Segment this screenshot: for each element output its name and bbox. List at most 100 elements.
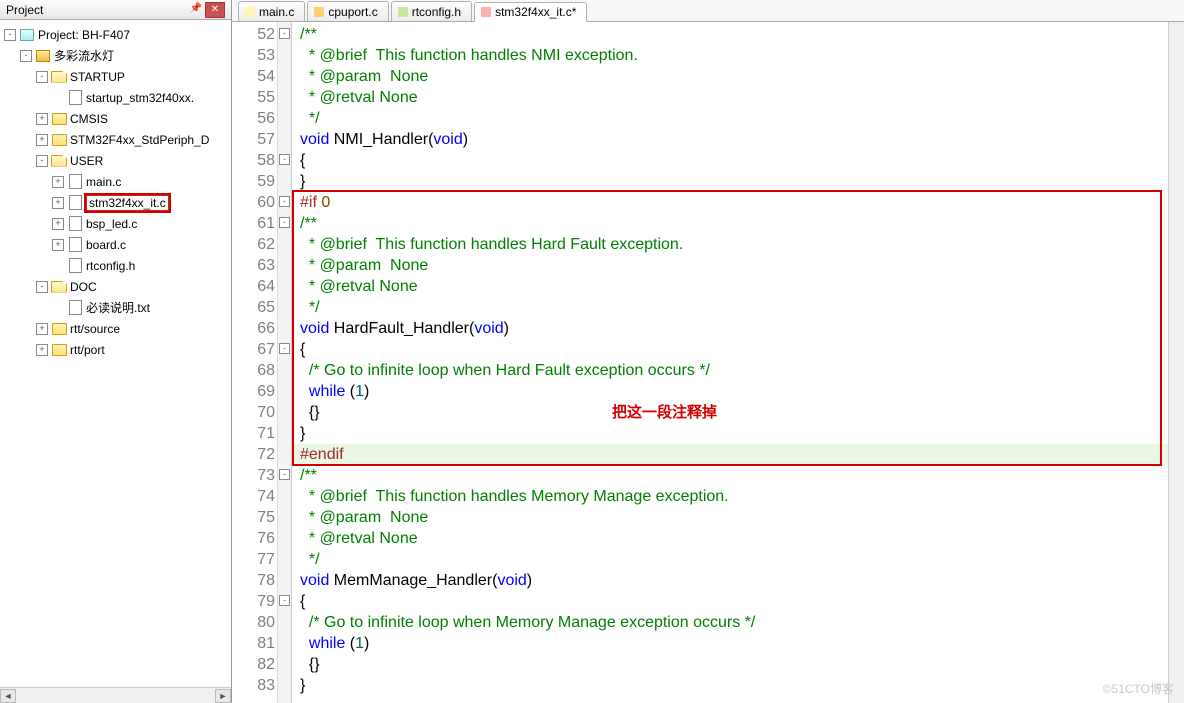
code-line: * @param None [300, 66, 1184, 87]
line-number: 63 [232, 255, 275, 276]
editor-tab[interactable]: main.c [238, 1, 305, 21]
tree-item-label: CMSIS [70, 111, 108, 127]
folder-icon [51, 112, 67, 126]
line-number: 72 [232, 444, 275, 465]
tree-expander-icon[interactable]: + [36, 134, 48, 146]
project-tree[interactable]: -Project: BH-F407-多彩流水灯-STARTUPstartup_s… [0, 20, 231, 687]
tree-item[interactable]: + main.c [0, 171, 231, 192]
folder-open-icon [51, 280, 67, 294]
line-number: 80 [232, 612, 275, 633]
tree-item[interactable]: + rtt/source [0, 318, 231, 339]
tree-expander-icon [52, 302, 64, 314]
tree-item-label: board.c [86, 237, 126, 253]
code-line: /** [300, 24, 1184, 45]
tree-expander-icon[interactable]: + [52, 176, 64, 188]
code-line: */ [300, 108, 1184, 129]
tree-item-label: bsp_led.c [86, 216, 137, 232]
folder-open-icon [51, 70, 67, 84]
scroll-right-icon[interactable]: ► [215, 689, 231, 703]
file-icon [398, 7, 408, 17]
tree-expander-icon[interactable]: + [36, 323, 48, 335]
tree-item[interactable]: + STM32F4xx_StdPeriph_D [0, 129, 231, 150]
tree-item[interactable]: + board.c [0, 234, 231, 255]
proj-icon [19, 28, 35, 42]
line-number: 81 [232, 633, 275, 654]
line-number: 62 [232, 234, 275, 255]
tree-item[interactable]: -Project: BH-F407 [0, 24, 231, 45]
close-icon[interactable]: ✕ [205, 2, 225, 18]
tree-item[interactable]: - DOC [0, 276, 231, 297]
code-line: * @param None [300, 507, 1184, 528]
tree-expander-icon[interactable]: - [4, 29, 16, 41]
tree-expander-icon[interactable]: + [36, 113, 48, 125]
file-icon [67, 91, 83, 105]
tree-item[interactable]: + CMSIS [0, 108, 231, 129]
tree-item-label: STARTUP [70, 69, 125, 85]
file-icon [67, 217, 83, 231]
code-line: * @retval None [300, 528, 1184, 549]
file-icon [481, 7, 491, 17]
line-number: 54 [232, 66, 275, 87]
line-number: 59 [232, 171, 275, 192]
panel-title-text: Project [6, 3, 43, 17]
tree-item[interactable]: 必读说明.txt [0, 297, 231, 318]
fold-toggle-icon[interactable]: - [279, 154, 290, 165]
editor-tab[interactable]: stm32f4xx_it.c* [474, 2, 587, 22]
line-number: 66 [232, 318, 275, 339]
line-number: 53 [232, 45, 275, 66]
line-number: 76 [232, 528, 275, 549]
horizontal-scrollbar[interactable]: ◄ ► [0, 687, 231, 703]
tab-label: main.c [259, 5, 294, 19]
editor-tab[interactable]: rtconfig.h [391, 1, 472, 21]
code-line: * @retval None [300, 87, 1184, 108]
tree-item[interactable]: - 多彩流水灯 [0, 45, 231, 66]
tree-expander-icon[interactable]: + [52, 239, 64, 251]
fold-toggle-icon[interactable]: - [279, 28, 290, 39]
line-number: 55 [232, 87, 275, 108]
folder-icon [51, 133, 67, 147]
tree-expander-icon[interactable]: + [52, 197, 64, 209]
vertical-scrollbar[interactable] [1168, 22, 1184, 703]
file-icon [245, 7, 255, 17]
tree-expander-icon[interactable]: - [36, 155, 48, 167]
tree-expander-icon [52, 92, 64, 104]
tree-item[interactable]: +rtt/port [0, 339, 231, 360]
pin-icon[interactable]: 📌 [189, 2, 203, 16]
tree-item[interactable]: +stm32f4xx_it.c [0, 192, 231, 213]
fold-toggle-icon[interactable]: - [279, 217, 290, 228]
line-number: 61 [232, 213, 275, 234]
fold-toggle-icon[interactable]: - [279, 469, 290, 480]
line-number: 73 [232, 465, 275, 486]
editor-tab[interactable]: cpuport.c [307, 1, 388, 21]
fold-toggle-icon[interactable]: - [279, 196, 290, 207]
fold-toggle-icon[interactable]: - [279, 343, 290, 354]
line-number: 74 [232, 486, 275, 507]
tree-expander-icon[interactable]: + [36, 344, 48, 356]
code-line: * @brief This function handles Memory Ma… [300, 486, 1184, 507]
line-number: 71 [232, 423, 275, 444]
line-number: 70 [232, 402, 275, 423]
panel-titlebar: Project 📌 ✕ [0, 0, 231, 20]
tree-item[interactable]: + bsp_led.c [0, 213, 231, 234]
tree-expander-icon[interactable]: - [36, 71, 48, 83]
tree-expander-icon[interactable]: - [36, 281, 48, 293]
tree-item-label: rtt/source [70, 321, 120, 337]
file-icon [314, 7, 324, 17]
tree-item[interactable]: - STARTUP [0, 66, 231, 87]
fold-toggle-icon[interactable]: - [279, 595, 290, 606]
project-panel: Project 📌 ✕ -Project: BH-F407-多彩流水灯-STAR… [0, 0, 232, 703]
tree-item[interactable]: startup_stm32f40xx. [0, 87, 231, 108]
tree-item-label: main.c [86, 174, 121, 190]
tree-item[interactable]: -USER [0, 150, 231, 171]
tree-item-label: DOC [70, 279, 97, 295]
code-line: void NMI_Handler(void) [300, 129, 1184, 150]
code-line: while (1) [300, 633, 1184, 654]
tree-item[interactable]: rtconfig.h [0, 255, 231, 276]
tree-expander-icon[interactable]: + [52, 218, 64, 230]
tree-item-label: 多彩流水灯 [54, 46, 114, 65]
scroll-left-icon[interactable]: ◄ [0, 689, 16, 703]
tree-item-label: STM32F4xx_StdPeriph_D [70, 132, 209, 148]
tree-expander-icon[interactable]: - [20, 50, 32, 62]
code-area[interactable]: /** * @brief This function handles NMI e… [292, 22, 1184, 703]
code-line: /** [300, 465, 1184, 486]
